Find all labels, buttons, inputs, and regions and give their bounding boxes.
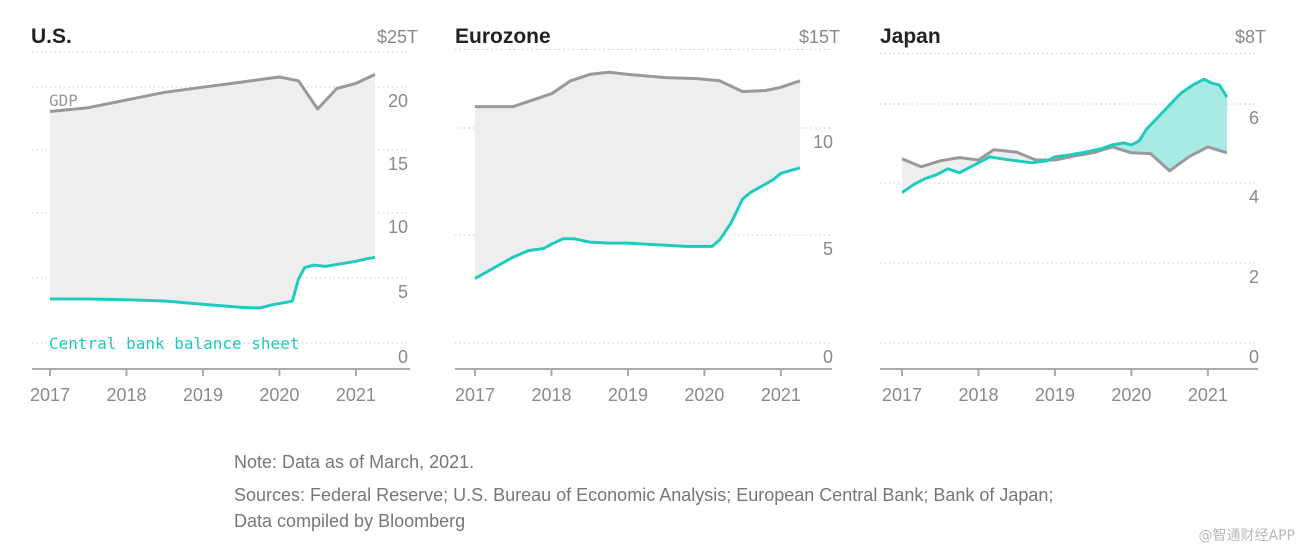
- gdp-line: [901, 145, 1228, 173]
- x-tick-label: 2018: [958, 385, 998, 405]
- x-tick-label: 2020: [259, 385, 299, 405]
- x-tick-label: 2021: [1188, 385, 1228, 405]
- x-tick-label: 2018: [106, 385, 146, 405]
- gap-fill: [50, 74, 375, 309]
- footnote-sources: Sources: Federal Reserve; U.S. Bureau of…: [234, 485, 1054, 531]
- watermark: @智通财经APP: [1198, 528, 1295, 544]
- x-tick-label: 2017: [455, 385, 495, 405]
- x-tick-label: 2017: [30, 385, 70, 405]
- gdp-line: [49, 73, 376, 113]
- unit-label: $8T: [1235, 27, 1266, 47]
- chart-panel-1: Eurozone $15T 0 5 10 2017 2018 2019 2020 2021: [455, 25, 840, 405]
- x-tick-label: 2017: [882, 385, 922, 405]
- x-tick-label: 2020: [684, 385, 724, 405]
- balance-sheet-line: [50, 255, 376, 310]
- y-tick-label: 15: [388, 154, 408, 174]
- chart-panel-2: Japan $8T 0 2 4 6 2017 2018 2019 2020 2021: [880, 25, 1266, 405]
- x-tick-label: 2020: [1111, 385, 1151, 405]
- gap-fill-balance: [902, 79, 1227, 171]
- chart-panel-0: U.S. $25T 0 5 10 15 20 2017 2018 2019 2020 2021 GDP C…: [30, 25, 418, 405]
- gdp-line: [475, 70, 801, 109]
- gap-fill: [475, 72, 800, 279]
- y-tick-label: 4: [1249, 187, 1259, 207]
- y-tick-label: 0: [398, 347, 408, 367]
- y-tick-label: 20: [388, 91, 408, 111]
- y-tick-label: 2: [1249, 267, 1259, 287]
- gdp-label: GDP: [49, 91, 78, 110]
- x-tick-label: 2018: [531, 385, 571, 405]
- y-tick-label: 5: [398, 282, 408, 302]
- x-tick-label: 2019: [1035, 385, 1075, 405]
- x-tick-label: 2021: [336, 385, 376, 405]
- y-tick-label: 10: [388, 217, 408, 237]
- unit-label: $15T: [799, 27, 840, 47]
- footnote-note: Note: Data as of March, 2021.: [234, 452, 475, 472]
- x-tick-label: 2021: [761, 385, 801, 405]
- y-tick-label: 0: [1249, 347, 1259, 367]
- y-tick-label: 5: [823, 239, 833, 259]
- x-tick-label: 2019: [183, 385, 223, 405]
- y-tick-label: 6: [1249, 108, 1259, 128]
- y-tick-label: 0: [823, 347, 833, 367]
- y-tick-label: 10: [813, 132, 833, 152]
- chart-title: Eurozone: [455, 25, 551, 48]
- unit-label: $25T: [377, 27, 418, 47]
- x-tick-label: 2019: [608, 385, 648, 405]
- balance-sheet-line: [474, 166, 801, 280]
- balance-sheet-line: [901, 77, 1229, 194]
- chart-title: U.S.: [31, 25, 72, 48]
- chart-title: Japan: [880, 25, 941, 48]
- balance-sheet-label: Central bank balance sheet: [49, 334, 299, 353]
